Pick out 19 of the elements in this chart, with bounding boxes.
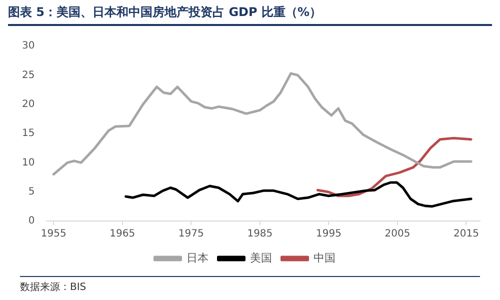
source-note: 数据来源：BIS: [20, 276, 480, 294]
x-tick-label: 2015: [454, 228, 479, 240]
legend-label: 中国: [313, 251, 336, 264]
x-tick-label: 1965: [110, 228, 136, 240]
x-tick-label: 1995: [316, 228, 342, 240]
legend-label: 美国: [250, 251, 272, 264]
y-tick-label: 30: [22, 40, 35, 52]
y-tick-label: 0: [28, 216, 35, 227]
x-tick-label: 1955: [40, 228, 66, 240]
x-tick-label: 2005: [384, 228, 410, 240]
y-tick-label: 10: [22, 157, 35, 168]
chart-title: 图表 5：美国、日本和中国房地产投资占 GDP 比重（%）: [8, 4, 492, 26]
y-tick-label: 15: [22, 128, 35, 140]
x-tick-label: 1985: [247, 228, 273, 240]
legend-label: 日本: [186, 251, 208, 264]
x-tick-label: 1975: [178, 228, 204, 240]
y-tick-label: 20: [22, 98, 35, 110]
y-tick-label: 25: [22, 70, 35, 81]
y-tick-label: 5: [28, 186, 35, 198]
